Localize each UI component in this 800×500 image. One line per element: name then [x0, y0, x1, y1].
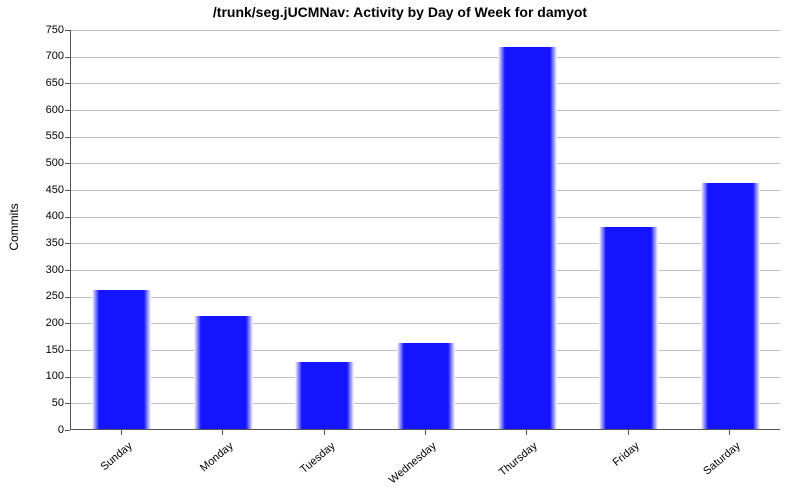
y-tick-mark — [65, 110, 70, 111]
y-tick-label: 600 — [26, 104, 64, 116]
gridline — [71, 163, 780, 164]
y-tick-mark — [65, 430, 70, 431]
x-tick-label: Sunday — [50, 440, 134, 500]
y-tick-mark — [65, 377, 70, 378]
y-tick-label: 450 — [26, 184, 64, 196]
gridline — [71, 270, 780, 271]
gridline — [71, 110, 780, 111]
gridline — [71, 297, 780, 298]
x-tick-mark — [729, 430, 730, 435]
y-tick-label: 350 — [26, 237, 64, 249]
y-axis-label: Commits — [7, 177, 21, 277]
x-tick-mark — [526, 430, 527, 435]
x-tick-label: Saturday — [659, 440, 743, 500]
y-tick-mark — [65, 83, 70, 84]
x-tick-label: Friday — [557, 440, 641, 500]
y-tick-label: 650 — [26, 77, 64, 89]
y-tick-mark — [65, 350, 70, 351]
x-tick-mark — [628, 430, 629, 435]
y-tick-mark — [65, 270, 70, 271]
y-tick-mark — [65, 57, 70, 58]
y-tick-label: 300 — [26, 264, 64, 276]
x-tick-label: Thursday — [456, 440, 540, 500]
gridline — [71, 57, 780, 58]
bar — [92, 288, 151, 429]
gridline — [71, 217, 780, 218]
y-tick-label: 50 — [26, 397, 64, 409]
x-tick-label: Monday — [152, 440, 236, 500]
y-tick-mark — [65, 403, 70, 404]
y-tick-label: 750 — [26, 24, 64, 36]
y-tick-label: 400 — [26, 210, 64, 222]
y-tick-label: 0 — [26, 424, 64, 436]
x-tick-mark — [222, 430, 223, 435]
gridline — [71, 323, 780, 324]
x-tick-mark — [121, 430, 122, 435]
y-tick-mark — [65, 243, 70, 244]
y-tick-mark — [65, 163, 70, 164]
gridline — [71, 30, 780, 31]
y-tick-label: 550 — [26, 130, 64, 142]
y-tick-label: 200 — [26, 317, 64, 329]
gridline — [71, 137, 780, 138]
gridline — [71, 243, 780, 244]
y-tick-mark — [65, 217, 70, 218]
y-tick-label: 150 — [26, 344, 64, 356]
bar — [599, 225, 658, 429]
gridline — [71, 83, 780, 84]
y-tick-label: 100 — [26, 370, 64, 382]
bar — [701, 181, 760, 429]
bar — [295, 360, 354, 429]
plot-area — [70, 30, 780, 430]
y-tick-mark — [65, 30, 70, 31]
x-tick-mark — [425, 430, 426, 435]
chart-container: /trunk/seg.jUCMNav: Activity by Day of W… — [0, 0, 800, 500]
y-tick-mark — [65, 323, 70, 324]
chart-title: /trunk/seg.jUCMNav: Activity by Day of W… — [0, 4, 800, 20]
y-tick-label: 500 — [26, 157, 64, 169]
y-tick-label: 700 — [26, 50, 64, 62]
x-tick-mark — [324, 430, 325, 435]
gridline — [71, 190, 780, 191]
y-tick-mark — [65, 297, 70, 298]
bar — [194, 314, 253, 429]
y-tick-mark — [65, 190, 70, 191]
bar — [498, 45, 557, 429]
x-tick-label: Wednesday — [354, 440, 438, 500]
bar — [397, 341, 456, 429]
x-tick-label: Tuesday — [253, 440, 337, 500]
y-tick-mark — [65, 137, 70, 138]
y-tick-label: 250 — [26, 290, 64, 302]
